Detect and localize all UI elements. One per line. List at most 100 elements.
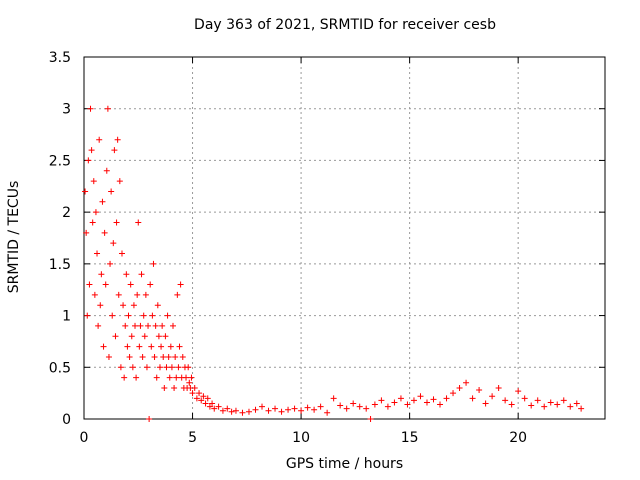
data-point [367, 416, 374, 422]
data-point [177, 281, 184, 288]
data-point [272, 405, 279, 412]
data-point [170, 322, 177, 329]
data-point [145, 322, 152, 329]
data-point [138, 271, 145, 278]
data-point [91, 291, 98, 298]
data-point [202, 400, 209, 407]
data-point [437, 401, 444, 408]
data-point [502, 397, 509, 404]
data-point [97, 302, 104, 309]
data-point [87, 105, 94, 112]
data-point [191, 384, 198, 391]
data-point [162, 333, 169, 340]
data-point [98, 271, 105, 278]
data-point [90, 178, 97, 185]
data-point [423, 399, 430, 406]
data-point [130, 302, 137, 309]
data-point [183, 374, 190, 381]
data-point [311, 406, 318, 413]
chart-title: Day 363 of 2021, SRMTID for receiver ces… [194, 17, 496, 33]
data-point [528, 402, 535, 409]
data-point [100, 343, 107, 350]
data-point [204, 395, 211, 402]
data-point [560, 397, 567, 404]
data-point [324, 409, 331, 416]
data-point [186, 379, 193, 386]
data-point [99, 198, 106, 205]
data-point [124, 343, 131, 350]
data-point [114, 136, 121, 143]
data-point [151, 353, 158, 360]
data-point [482, 400, 489, 407]
data-point [129, 364, 136, 371]
data-point [164, 312, 171, 319]
data-point [104, 105, 111, 112]
data-point [265, 407, 272, 414]
data-point [330, 395, 337, 402]
x-tick-label: 10 [292, 430, 310, 446]
data-point [103, 167, 110, 174]
data-point [417, 393, 424, 400]
x-tick-label: 0 [80, 430, 89, 446]
y-tick-label: 2 [62, 205, 71, 221]
data-point [219, 407, 226, 414]
data-point [239, 409, 246, 416]
data-point [110, 240, 117, 247]
data-point [495, 384, 502, 391]
y-tick-label: 2.5 [49, 153, 71, 169]
data-point [397, 395, 404, 402]
data-point [117, 364, 124, 371]
data-point [363, 405, 370, 412]
y-tick-label: 0 [62, 412, 71, 428]
data-point [291, 405, 298, 412]
data-point [102, 281, 109, 288]
data-point [159, 322, 166, 329]
data-point [83, 229, 90, 236]
data-point [172, 353, 179, 360]
x-tick-label: 5 [188, 430, 197, 446]
data-point [209, 400, 216, 407]
data-point [158, 343, 165, 350]
data-point [140, 312, 147, 319]
data-point [88, 147, 95, 154]
data-point [476, 387, 483, 394]
data-point [122, 322, 129, 329]
data-point [228, 408, 235, 415]
data-point [391, 399, 398, 406]
axis-ticks: 0 5 10 15 20 0 0.5 1 1.5 2 2.5 3 3.5 [49, 50, 605, 446]
data-point [215, 403, 222, 410]
data-point [450, 390, 457, 397]
data-point [86, 281, 93, 288]
data-point [541, 403, 548, 410]
data-point [156, 364, 163, 371]
data-point [120, 302, 127, 309]
data-point [137, 322, 144, 329]
data-point [89, 219, 96, 226]
data-point [185, 364, 192, 371]
data-point [132, 322, 139, 329]
data-point [193, 395, 200, 402]
data-point [116, 178, 123, 185]
y-tick-label: 0.5 [49, 360, 71, 376]
data-point [384, 403, 391, 410]
data-point [123, 271, 130, 278]
data-point [166, 374, 173, 381]
data-point [163, 364, 170, 371]
data-point [196, 390, 203, 397]
data-point [134, 291, 141, 298]
data-point [154, 302, 161, 309]
data-point [200, 393, 207, 400]
data-point [126, 353, 133, 360]
data-point [136, 343, 143, 350]
data-point [118, 250, 125, 257]
data-point [161, 384, 168, 391]
data-point [109, 312, 116, 319]
data-point [127, 281, 134, 288]
data-point [149, 312, 156, 319]
data-point [152, 322, 159, 329]
data-point [112, 333, 119, 340]
data-point [298, 407, 305, 414]
data-point [469, 395, 476, 402]
data-point [95, 322, 102, 329]
data-point [188, 374, 195, 381]
